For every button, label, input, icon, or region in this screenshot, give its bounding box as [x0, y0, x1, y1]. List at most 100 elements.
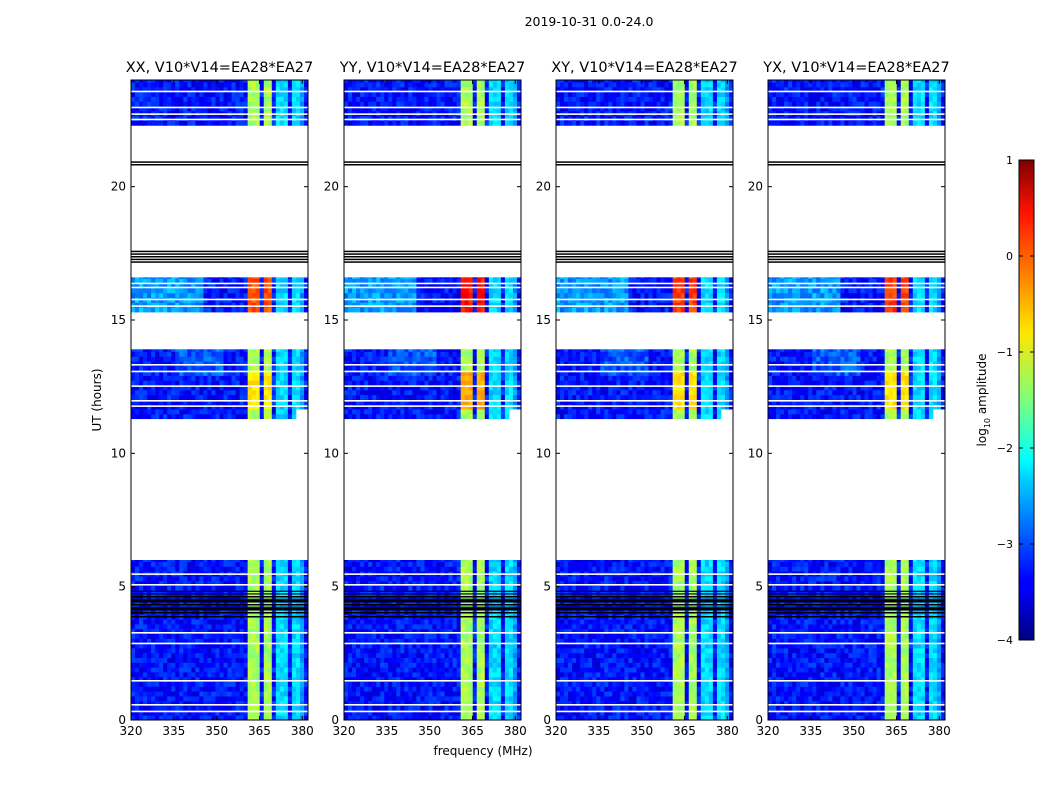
heatmap-cell — [352, 385, 357, 391]
heatmap-cell — [163, 96, 168, 102]
heatmap-cell — [488, 667, 494, 673]
heatmap-cell — [183, 288, 188, 294]
heatmap-cell — [376, 628, 381, 634]
heatmap-cell — [484, 657, 490, 663]
heatmap-cell — [400, 561, 405, 567]
heatmap-cell — [215, 705, 220, 711]
heatmap-cell — [416, 385, 421, 391]
heatmap-cell — [219, 302, 224, 308]
heatmap-cell — [223, 681, 228, 687]
heatmap-cell — [211, 409, 216, 415]
heatmap-cell — [299, 624, 305, 630]
heatmap-cell — [404, 700, 409, 706]
heatmap-cell — [259, 375, 265, 381]
heatmap-cell — [187, 101, 192, 107]
heatmap-cell — [239, 365, 245, 372]
x-tick-label: 335 — [162, 724, 185, 738]
heatmap-cell — [171, 710, 176, 716]
heatmap-cell — [239, 96, 245, 102]
heatmap-cell — [147, 302, 152, 308]
heatmap-cell — [416, 648, 421, 654]
heatmap-cell — [215, 560, 220, 562]
heatmap-cell — [376, 380, 381, 386]
heatmap-cell — [255, 380, 261, 386]
heatmap-cell — [452, 691, 458, 697]
heatmap-cell — [396, 380, 401, 386]
heatmap-cell — [360, 409, 365, 415]
heatmap-cell — [460, 681, 466, 687]
heatmap-cell — [412, 380, 417, 386]
heatmap-cell — [420, 576, 425, 582]
heatmap-cell — [199, 633, 204, 639]
heatmap-cell — [247, 80, 253, 83]
heatmap-cell — [151, 394, 156, 400]
heatmap-cell — [167, 691, 172, 697]
heatmap-cell — [408, 375, 413, 381]
heatmap-cell — [512, 619, 518, 625]
heatmap-cell — [460, 370, 466, 376]
heatmap-cell — [303, 705, 309, 711]
heatmap-cell — [187, 413, 192, 420]
heatmap-cell — [191, 628, 196, 634]
heatmap-cell — [416, 705, 421, 711]
heatmap-cell — [251, 628, 257, 634]
heatmap-cell — [356, 686, 361, 692]
heatmap-cell — [195, 389, 200, 396]
heatmap-cell — [408, 638, 413, 644]
heatmap-cell — [267, 580, 273, 586]
heatmap-cell — [424, 600, 429, 606]
heatmap-cell — [500, 394, 506, 400]
heatmap-cell — [400, 624, 405, 630]
heatmap-cell — [364, 394, 369, 400]
heatmap-cell — [480, 580, 486, 586]
heatmap-cell — [508, 700, 514, 706]
heatmap-cell — [368, 560, 373, 562]
heatmap-cell — [131, 700, 136, 706]
heatmap-cell — [267, 101, 273, 107]
heatmap-cell — [179, 349, 184, 352]
heatmap-cell — [171, 633, 176, 639]
heatmap-cell — [416, 394, 421, 400]
heatmap-cell — [440, 561, 445, 567]
heatmap-cell — [243, 628, 249, 634]
heatmap-cell — [424, 676, 429, 682]
heatmap-cell — [131, 82, 136, 88]
heatmap-cell — [436, 624, 441, 630]
heatmap-cell — [231, 96, 236, 102]
heatmap-cell — [440, 380, 445, 386]
heatmap-cell — [400, 648, 405, 654]
heatmap-cell — [299, 696, 305, 702]
heatmap-cell — [516, 662, 522, 668]
heatmap-cell — [199, 277, 204, 279]
heatmap-cell — [368, 394, 373, 400]
heatmap-cell — [187, 696, 192, 702]
heatmap-cell — [195, 370, 200, 376]
heatmap-cell — [271, 307, 277, 313]
heatmap-cell — [452, 628, 458, 634]
heatmap-cell — [484, 619, 490, 625]
heatmap-cell — [227, 676, 232, 682]
heatmap-cell — [235, 96, 241, 102]
heatmap-cell — [484, 624, 490, 630]
heatmap-cell — [135, 91, 140, 97]
heatmap-cell — [436, 662, 441, 668]
heatmap-cell — [235, 576, 241, 582]
heatmap-cell — [492, 585, 498, 591]
heatmap-cell — [352, 394, 357, 400]
heatmap-cell — [223, 288, 228, 294]
heatmap-cell — [251, 580, 257, 586]
heatmap-cell — [348, 619, 353, 625]
heatmap-cell — [484, 600, 490, 606]
heatmap-cell — [159, 292, 164, 298]
heatmap-cell — [199, 302, 204, 308]
heatmap-cell — [199, 361, 204, 367]
heatmap-cell — [223, 560, 228, 562]
heatmap-cell — [356, 385, 361, 391]
heatmap-cell — [420, 619, 425, 625]
heatmap-cell — [291, 101, 297, 107]
heatmap-cell — [215, 120, 220, 126]
heatmap-cell — [432, 648, 437, 654]
heatmap-cell — [388, 633, 393, 639]
heatmap-cell — [255, 560, 261, 562]
heatmap-cell — [408, 676, 413, 682]
